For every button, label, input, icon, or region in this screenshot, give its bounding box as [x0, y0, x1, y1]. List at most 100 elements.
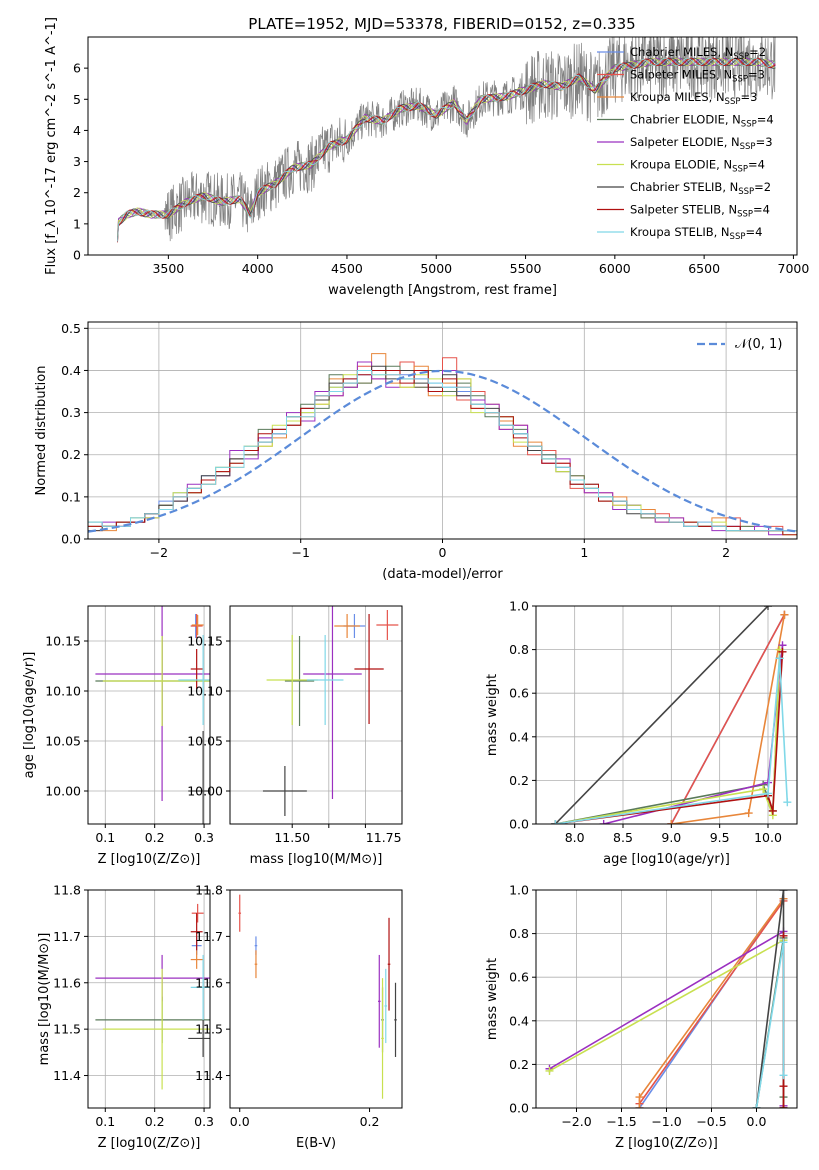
mass-weight-marker	[764, 789, 772, 798]
y-tick-label: 0.4	[509, 1013, 529, 1028]
y-tick-label: 11.4	[195, 1068, 223, 1083]
mass-weight-line	[555, 658, 789, 824]
x-tick-label: 3500	[152, 261, 184, 276]
legend-subscript: SSP	[725, 97, 741, 107]
x-tick-label: 0.0	[230, 1114, 250, 1129]
y-tick-label: 10.05	[187, 734, 223, 749]
y-tick-label: 0.0	[509, 817, 529, 832]
y-tick-label: 11.5	[53, 1022, 81, 1037]
y-tick-label: 0.8	[509, 926, 529, 941]
x-tick-label: 4000	[242, 261, 274, 276]
x-tick-label: −0.5	[696, 1114, 726, 1129]
model-spectrum	[117, 57, 776, 237]
mass-weight-marker	[635, 1104, 644, 1108]
legend-text: Salpeter ELODIE, N	[630, 135, 740, 149]
x-tick-label: −2.0	[561, 1114, 591, 1129]
legend-label: Salpeter STELIB, NSSP=4	[630, 203, 770, 220]
axes-frame	[229, 889, 403, 1109]
legend-text: Kroupa ELODIE, N	[630, 158, 732, 172]
legend-count: =4	[748, 158, 765, 172]
x-tick-label: 8.5	[613, 830, 633, 845]
mass-weight-marker	[779, 1071, 788, 1080]
legend-label: Salpeter MILES, NSSP=3	[630, 68, 765, 85]
x-axis-label: wavelength [Angstrom, rest frame]	[328, 283, 557, 298]
legend-label: Chabrier MILES, NSSP=2	[630, 45, 766, 62]
y-tick-label: 0.3	[61, 405, 81, 420]
x-tick-label: 5000	[420, 261, 452, 276]
mass-weight-marker	[551, 820, 560, 824]
x-tick-label: −2	[150, 545, 168, 560]
model-spectrum	[117, 57, 776, 243]
x-tick-label: 0.3	[194, 1114, 214, 1129]
y-tick-label: 10.10	[187, 684, 223, 699]
y-tick-label: 0.2	[509, 1057, 529, 1072]
x-tick-label: 11.50	[274, 830, 310, 845]
x-axis-label: Z [log10(Z/Z⊙)]	[98, 852, 201, 867]
y-tick-label: 11.6	[53, 975, 81, 990]
mass-weight-marker	[764, 606, 772, 610]
x-axis-label: (data-model)/error	[382, 567, 503, 582]
panel-age_vs_Z: 0.1 0.2 0.3 10.00 10.05 10.10 10.15 Z [log10(Z/…	[22, 605, 214, 867]
legend-subscript: SSP	[733, 52, 749, 62]
mass-weight-marker	[768, 806, 777, 815]
x-tick-label: 11.75	[366, 830, 402, 845]
mass-weight-marker	[775, 654, 784, 663]
mass-weight-line	[555, 651, 784, 824]
y-tick-label: 0	[73, 248, 81, 263]
plot-area	[95, 606, 210, 824]
y-axis-label: mass weight	[485, 958, 500, 1040]
x-tick-label: 0	[439, 545, 447, 560]
x-axis-label: Z [log10(Z/Z⊙)]	[615, 1136, 718, 1151]
legend-subscript: SSP	[732, 75, 748, 85]
legend-subscript: SSP	[738, 187, 754, 197]
x-tick-label: 9.0	[661, 830, 681, 845]
gaussian-legend-label: 𝒩(0, 1)	[735, 337, 782, 352]
legend-count: =4	[745, 225, 762, 239]
y-tick-label: 4	[73, 123, 81, 138]
y-tick-label: 6	[73, 61, 81, 76]
x-tick-label: 0.2	[145, 1114, 165, 1129]
legend-text: Kroupa STELIB, N	[630, 225, 730, 239]
y-tick-label: 11.6	[195, 975, 223, 990]
legend-text: Salpeter MILES, N	[630, 68, 732, 82]
legend-subscript: SSP	[741, 120, 757, 130]
x-tick-label: 1	[580, 545, 588, 560]
y-tick-label: 0.5	[61, 321, 81, 336]
x-axis-label: Z [log10(Z/Z⊙)]	[98, 1136, 201, 1151]
model-spectrum	[117, 57, 776, 242]
x-tick-label: 0.1	[95, 1114, 115, 1129]
mass-weight-line	[555, 649, 781, 824]
legend-count: =4	[757, 113, 774, 127]
x-tick-label: 0.1	[95, 830, 115, 845]
y-axis-label: mass [log10(M/M⊙)]	[37, 933, 52, 1066]
axes-frame	[87, 605, 211, 825]
panel-age_vs_mass: 11.50 11.75 10.00 10.05 10.10 10.15 mass [log1…	[187, 605, 403, 867]
x-tick-label: 0.0	[747, 1114, 767, 1129]
model-spectrum	[117, 57, 776, 240]
legend-subscript: SSP	[732, 165, 748, 175]
x-tick-label: 0.2	[145, 830, 165, 845]
legend-label: Chabrier STELIB, NSSP=2	[630, 180, 771, 197]
x-axis-label: age [log10(age/yr)]	[603, 852, 730, 867]
x-tick-label: 10.0	[754, 830, 782, 845]
y-tick-label: 2	[73, 185, 81, 200]
x-tick-label: −1	[291, 545, 309, 560]
legend-count: =4	[753, 203, 770, 217]
y-tick-label: 11.8	[195, 883, 223, 898]
y-axis-label: Flux [f_λ 10^-17 erg cm^-2 s^-1 A^-1]	[44, 17, 59, 275]
histogram-step	[88, 370, 797, 539]
y-tick-label: 11.5	[195, 1022, 223, 1037]
legend-text: Salpeter STELIB, N	[630, 203, 737, 217]
x-tick-label: 7000	[778, 261, 810, 276]
mass-weight-line	[755, 942, 785, 1108]
plot-area	[88, 353, 797, 539]
y-tick-label: 10.05	[45, 734, 81, 749]
legend-text: Chabrier ELODIE, N	[630, 113, 741, 127]
observed-spectrum	[117, 37, 776, 242]
x-tick-label: 6500	[688, 261, 720, 276]
x-tick-label: −1.5	[606, 1114, 636, 1129]
y-tick-label: 0.2	[61, 447, 81, 462]
y-axis-label: mass weight	[485, 674, 500, 756]
